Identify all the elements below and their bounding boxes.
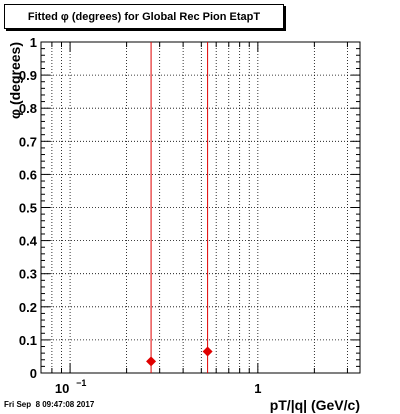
y-tick-label: 0 bbox=[30, 366, 37, 381]
y-tick-label: 0.6 bbox=[19, 167, 37, 182]
y-axis-label: φ (degrees) bbox=[7, 42, 23, 119]
y-tick-label: 0.9 bbox=[19, 68, 37, 83]
y-tick-label: 0.3 bbox=[19, 267, 37, 282]
y-tick-label: 0.4 bbox=[19, 234, 38, 249]
timestamp: Fri Sep 8 09:47:08 2017 bbox=[4, 400, 95, 409]
y-tick-label: 0.2 bbox=[19, 300, 37, 315]
data-point-marker bbox=[146, 356, 157, 367]
x-axis-label: pT/|q| (GeV/c) bbox=[270, 397, 360, 413]
y-tick-label: 0.7 bbox=[19, 134, 37, 149]
chart-title: Fitted φ (degrees) for Global Rec Pion E… bbox=[27, 10, 261, 23]
y-tick-label: 0.5 bbox=[19, 201, 37, 216]
data-point-marker bbox=[202, 346, 213, 357]
y-tick-label: 0.8 bbox=[19, 101, 37, 116]
y-tick-label: 0.1 bbox=[19, 333, 37, 348]
y-tick-label: 1 bbox=[30, 35, 37, 50]
x-tick-label: 10 bbox=[55, 381, 69, 396]
chart-title-box: Fitted φ (degrees) for Global Rec Pion E… bbox=[4, 4, 284, 29]
x-tick-label-exponent: −1 bbox=[76, 378, 86, 388]
x-tick-label: 1 bbox=[254, 381, 261, 396]
